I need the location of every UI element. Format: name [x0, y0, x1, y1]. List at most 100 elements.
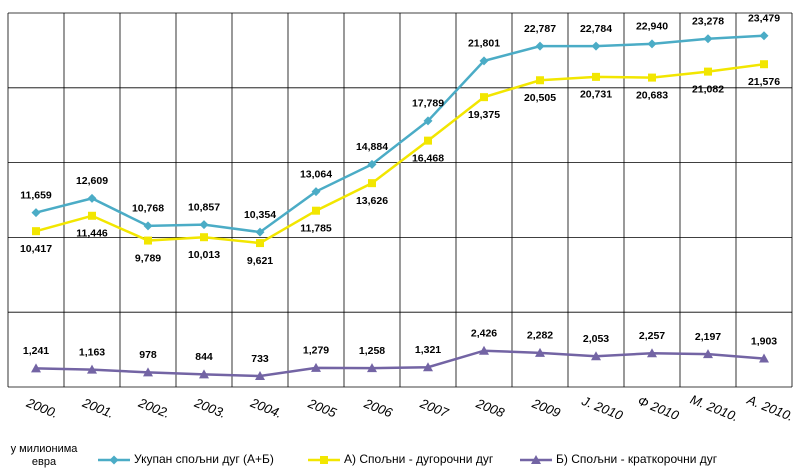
legend-label: Укупан спољни дуг (А+Б): [134, 452, 274, 466]
data-label: 19,375: [468, 109, 500, 121]
series-line: [35, 62, 765, 245]
x-tick-label: 2004.: [248, 395, 285, 421]
data-label: 1,163: [79, 346, 105, 358]
point: [536, 76, 544, 85]
series-line: [35, 34, 765, 234]
data-label: 22,784: [580, 23, 612, 35]
point: [312, 206, 320, 215]
point: [143, 221, 153, 231]
data-label: 1,279: [303, 345, 329, 357]
point: [591, 41, 601, 51]
point: [109, 455, 119, 465]
data-label: 21,082: [692, 83, 724, 95]
data-label: 1,903: [751, 335, 777, 347]
point: [591, 351, 601, 361]
point: [144, 236, 152, 245]
point: [647, 348, 657, 358]
point: [255, 227, 265, 237]
point: [255, 371, 265, 381]
data-label: 20,683: [636, 89, 668, 101]
data-label: 9,789: [135, 252, 161, 264]
data-label: 20,505: [524, 92, 556, 104]
point: [703, 349, 713, 359]
data-label: 10,417: [20, 243, 52, 255]
point: [368, 179, 376, 188]
point: [143, 367, 153, 377]
data-label: 17,789: [412, 98, 444, 110]
x-tick-label: 2007: [417, 395, 451, 420]
legend-label: А) Спољни - дугорочни дуг: [344, 452, 494, 466]
point: [423, 116, 433, 126]
unit-label: у милионима: [11, 443, 79, 455]
x-tick-label: 2001.: [80, 395, 117, 421]
data-label: 1,241: [23, 345, 49, 357]
x-tick-label: 2006: [361, 395, 395, 420]
data-label: 10,768: [132, 203, 164, 215]
data-label: 1,321: [415, 344, 441, 356]
point: [256, 239, 264, 248]
point: [535, 347, 545, 357]
series-line: [35, 349, 765, 378]
x-tick-label: М. 2010.: [688, 392, 741, 425]
data-label: 21,801: [468, 38, 500, 50]
data-label: 2,257: [639, 330, 665, 342]
point: [531, 455, 541, 464]
data-label: 22,787: [524, 23, 556, 35]
data-label: 10,857: [188, 201, 220, 213]
data-label: 1,258: [359, 345, 385, 357]
point: [200, 233, 208, 242]
data-label: 22,940: [636, 21, 668, 33]
x-tick-label: 2008: [473, 395, 507, 420]
point: [760, 60, 768, 69]
data-label: 12,609: [76, 175, 108, 187]
point: [480, 93, 488, 102]
x-tick-label: А. 2010.: [744, 392, 795, 424]
point: [31, 208, 41, 218]
x-tick-label: 2000.: [24, 395, 61, 421]
point: [199, 220, 209, 230]
point: [479, 56, 489, 66]
point: [88, 211, 96, 220]
data-label: 978: [139, 349, 157, 361]
point: [423, 362, 433, 372]
x-tick-label: Ф 2010: [636, 393, 682, 423]
data-label: 13,064: [300, 168, 332, 180]
point: [32, 227, 40, 236]
point: [31, 363, 41, 373]
x-tick-label: Ј. 2010: [579, 393, 626, 424]
point: [703, 34, 713, 44]
point: [87, 364, 97, 374]
legend-label: Б) Спољни - краткорочни дуг: [556, 452, 718, 466]
x-tick-label: 2009: [529, 395, 562, 420]
point: [424, 136, 432, 145]
point: [592, 72, 600, 81]
point: [311, 187, 321, 197]
data-label: 2,282: [527, 330, 553, 342]
data-label: 2,426: [471, 327, 497, 339]
point: [199, 369, 209, 379]
point: [367, 159, 377, 169]
data-label: 9,621: [247, 255, 273, 267]
point: [479, 345, 489, 355]
data-label: 11,785: [300, 222, 332, 234]
point: [87, 193, 97, 203]
data-label: 14,884: [356, 141, 388, 153]
point: [311, 362, 321, 372]
x-tick-label: 2002.: [136, 395, 173, 421]
data-label: 10,013: [188, 249, 220, 261]
x-tick-label: 2005: [305, 395, 339, 420]
data-label: 23,479: [748, 13, 780, 25]
data-label: 23,278: [692, 16, 724, 28]
x-tick-label: 2003.: [192, 395, 229, 421]
point: [647, 39, 657, 49]
data-label: 2,053: [583, 333, 609, 345]
data-label: 733: [251, 353, 269, 365]
data-label: 2,197: [695, 331, 721, 343]
data-label: 11,659: [20, 189, 52, 201]
point: [759, 353, 769, 363]
point: [704, 67, 712, 76]
data-label: 13,626: [356, 195, 388, 207]
data-label: 10,354: [244, 209, 276, 221]
point: [367, 363, 377, 373]
